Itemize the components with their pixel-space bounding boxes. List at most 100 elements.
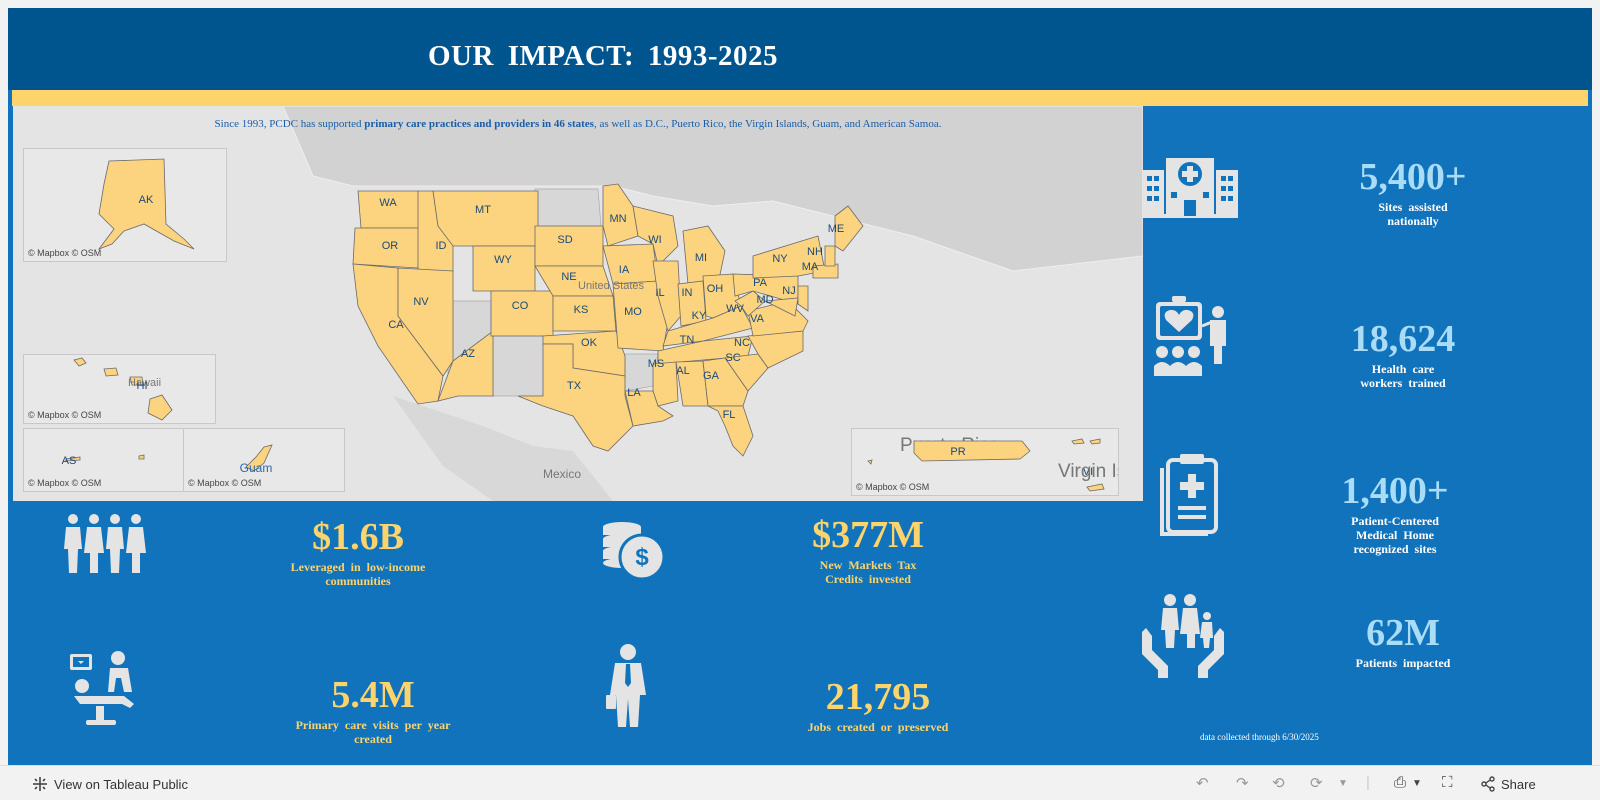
state-nj[interactable] xyxy=(797,285,809,312)
stat-pcmh: 1,400+ Patient-Centered Medical Home rec… xyxy=(1320,472,1470,556)
label-hi: HI xyxy=(137,380,148,392)
state-sd[interactable] xyxy=(534,225,604,267)
label-id: ID xyxy=(436,240,447,252)
label-nh: NH xyxy=(807,246,823,258)
label-fl: FL xyxy=(723,409,736,421)
label-ks: KS xyxy=(574,304,589,316)
dashboard: OUR IMPACT: 1993-2025 xyxy=(8,8,1592,765)
stat-label: Primary care visits per year xyxy=(295,718,451,732)
clipboard-medical-icon xyxy=(1160,454,1218,536)
label-az: AZ xyxy=(461,348,475,360)
state-mt[interactable] xyxy=(432,190,539,247)
share-label: Share xyxy=(1501,776,1536,792)
download-icon[interactable]: ⎙ xyxy=(1394,774,1407,791)
map-attribution: © Mapbox © OSM xyxy=(28,478,102,488)
puerto-rico-inset[interactable]: Puerto Rico PR VI Virgin Islands © Mapbo… xyxy=(851,428,1119,496)
state-mi[interactable] xyxy=(682,225,726,285)
stat-jobs: 21,795 Jobs created or preserved xyxy=(778,678,978,734)
state-nd[interactable] xyxy=(534,188,602,227)
state-az[interactable] xyxy=(437,330,494,402)
stat-label: Patients impacted xyxy=(1355,656,1451,670)
stat-label: workers trained xyxy=(1360,376,1446,390)
label-ia: IA xyxy=(619,264,630,276)
stat-label: Jobs created or preserved xyxy=(807,720,949,734)
download-dropdown-icon[interactable]: ▼ xyxy=(1412,778,1422,789)
stat-value: $1.6B xyxy=(312,516,404,558)
state-nm[interactable] xyxy=(492,335,549,397)
state-wy[interactable] xyxy=(472,245,536,292)
label-md: MD xyxy=(756,294,773,306)
header-banner: OUR IMPACT: 1993-2025 xyxy=(8,8,1592,90)
tableau-logo-icon xyxy=(33,777,47,791)
label-nc: NC xyxy=(734,337,750,349)
label-sd: SD xyxy=(557,234,572,246)
header-accent-band xyxy=(12,90,1588,106)
stat-leveraged: $1.6B Leveraged in low-income communitie… xyxy=(268,518,448,588)
share-button[interactable]: Share xyxy=(1480,776,1536,792)
stat-label: Leveraged in low-income xyxy=(290,560,426,574)
label-ca: CA xyxy=(388,319,404,331)
state-tn[interactable] xyxy=(657,335,754,365)
fullscreen-icon[interactable]: ⛶ xyxy=(1442,774,1453,791)
svg-text:$: $ xyxy=(635,544,649,571)
state-ga[interactable] xyxy=(702,357,749,407)
label-la: LA xyxy=(627,387,641,399)
label-mexico: Mexico xyxy=(543,467,581,481)
refresh-dropdown-icon[interactable]: ▼ xyxy=(1338,778,1348,789)
state-wv[interactable] xyxy=(734,290,766,317)
label-ne: NE xyxy=(561,271,576,283)
map-attribution: © Mapbox © OSM xyxy=(188,478,262,488)
label-or: OR xyxy=(382,240,399,252)
state-ny[interactable] xyxy=(752,235,826,279)
label-wy: WY xyxy=(494,254,512,266)
state-fl[interactable] xyxy=(707,405,754,457)
state-ia[interactable] xyxy=(602,243,659,285)
view-on-tableau-link[interactable]: View on Tableau Public xyxy=(32,776,188,792)
state-tx[interactable] xyxy=(517,343,634,452)
label-wa: WA xyxy=(379,197,397,209)
label-me: ME xyxy=(828,223,845,235)
label-wi: WI xyxy=(648,234,661,246)
hawaii-inset[interactable]: Hawaii HI © Mapbox © OSM xyxy=(23,354,216,424)
samoa-inset[interactable]: AS © Mapbox © OSM xyxy=(23,428,185,492)
alaska-inset[interactable]: AK © Mapbox © OSM xyxy=(23,148,227,262)
stat-visits: 5.4M Primary care visits per year create… xyxy=(278,676,468,746)
label-mo: MO xyxy=(624,306,642,318)
state-md[interactable] xyxy=(763,297,799,317)
state-co[interactable] xyxy=(490,290,554,337)
stat-label: New Markets Tax xyxy=(819,558,917,572)
state-il[interactable] xyxy=(652,260,682,332)
stat-value: $377M xyxy=(812,514,924,556)
state-ms[interactable] xyxy=(652,361,679,407)
refresh-icon[interactable]: ⟳ xyxy=(1310,775,1323,792)
label-ms: MS xyxy=(648,358,665,370)
label-va: VA xyxy=(750,313,765,325)
stat-label: Sites assisted xyxy=(1378,200,1448,214)
map-caption: Since 1993, PCDC has supported primary c… xyxy=(214,118,942,130)
state-la[interactable] xyxy=(624,390,674,427)
label-guam: Guam xyxy=(240,461,273,475)
label-ak: AK xyxy=(139,194,154,206)
undo-icon[interactable]: ↶ xyxy=(1196,775,1209,792)
state-me[interactable] xyxy=(834,205,864,252)
coins-dollar-icon: $ xyxy=(603,522,666,581)
label-mn: MN xyxy=(609,213,626,225)
guam-inset[interactable]: Guam © Mapbox © OSM xyxy=(183,428,345,492)
stat-value: 5,400+ xyxy=(1359,156,1467,198)
label-united-states: United States xyxy=(578,280,645,292)
state-nv[interactable] xyxy=(397,267,454,377)
family-icon xyxy=(64,514,146,573)
stat-value: 21,795 xyxy=(825,676,931,718)
label-ky: KY xyxy=(692,310,707,322)
state-nh[interactable] xyxy=(824,245,836,267)
redo-icon[interactable]: ↷ xyxy=(1236,775,1249,792)
revert-icon[interactable]: ⟲ xyxy=(1272,775,1285,792)
label-tn: TN xyxy=(680,334,695,346)
label-mt: MT xyxy=(475,204,491,216)
state-mo[interactable] xyxy=(612,280,669,352)
label-vi: VI xyxy=(1083,466,1093,478)
stat-label: created xyxy=(354,732,392,746)
hospital-icon xyxy=(1142,158,1238,218)
label-hawaii: Hawaii xyxy=(128,377,161,389)
states-map[interactable]: WA OR CA ID NV MT WY AZ CO SD NE KS OK TX MN IA MO WI IL MI… xyxy=(13,106,1143,501)
